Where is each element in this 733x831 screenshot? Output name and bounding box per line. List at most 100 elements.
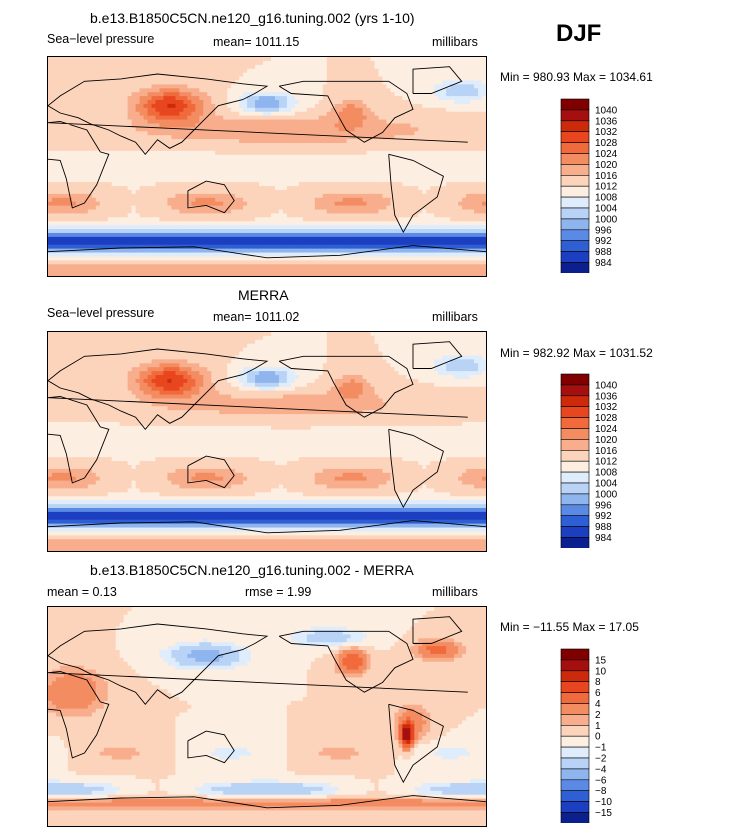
field-cell xyxy=(382,221,388,226)
field-cell xyxy=(199,232,204,238)
field-cell xyxy=(75,100,81,105)
field-cell xyxy=(195,123,200,128)
field-cell xyxy=(63,111,69,117)
field-cell xyxy=(478,150,483,156)
field-cell xyxy=(466,68,471,74)
field-cell xyxy=(175,197,180,203)
field-cell xyxy=(251,139,256,144)
field-cell xyxy=(91,103,97,109)
field-cell xyxy=(67,232,73,238)
field-cell xyxy=(175,115,180,121)
field-cell xyxy=(259,135,264,140)
field-cell xyxy=(255,193,260,199)
field-cell xyxy=(211,217,216,222)
field-cell xyxy=(143,162,149,168)
field-cell xyxy=(290,178,296,183)
field-cell xyxy=(83,64,89,70)
field-cell xyxy=(155,158,161,164)
field-cell xyxy=(71,80,77,85)
field-cell xyxy=(119,80,125,85)
field-cell xyxy=(454,135,459,140)
field-cell xyxy=(398,186,403,191)
field-cell xyxy=(478,115,483,121)
field-cell xyxy=(478,135,483,140)
field-cell xyxy=(454,107,459,113)
field-cell xyxy=(183,182,188,187)
field-cell xyxy=(302,100,308,105)
field-cell xyxy=(135,217,141,222)
field-cell xyxy=(48,139,53,144)
field-cell xyxy=(219,139,224,144)
field-cell xyxy=(211,72,216,78)
field-cell xyxy=(438,154,443,160)
field-cell xyxy=(330,143,336,148)
field-cell xyxy=(450,92,455,97)
field-cell xyxy=(350,100,356,105)
field-cell xyxy=(167,189,173,195)
field-cell xyxy=(458,100,463,105)
field-cell xyxy=(314,221,320,226)
field-cell xyxy=(286,162,292,168)
field-cell xyxy=(143,201,149,207)
field-cell xyxy=(286,174,292,179)
field-cell xyxy=(306,174,312,179)
field-cell xyxy=(382,178,388,183)
field-cell xyxy=(286,189,292,195)
field-cell xyxy=(171,143,177,148)
field-cell xyxy=(406,64,411,70)
field-cell xyxy=(438,60,443,66)
field-cell xyxy=(354,123,360,128)
field-cell xyxy=(318,139,324,144)
field-cell xyxy=(111,229,117,234)
field-cell xyxy=(51,76,57,82)
field-cell xyxy=(478,76,483,82)
field-cell xyxy=(366,201,372,207)
field-cell xyxy=(127,197,133,203)
field-cell xyxy=(462,178,467,183)
field-cell xyxy=(219,186,224,191)
field-cell xyxy=(302,209,308,215)
field-cell xyxy=(83,131,89,136)
field-cell xyxy=(79,166,85,172)
field-cell xyxy=(466,84,471,89)
field-cell xyxy=(402,103,407,109)
field-cell xyxy=(139,131,145,136)
field-cell xyxy=(362,201,368,207)
field-cell xyxy=(370,162,376,168)
field-cell xyxy=(195,209,200,215)
field-cell xyxy=(474,68,479,74)
field-cell xyxy=(350,162,356,168)
field-cell xyxy=(147,100,153,105)
field-cell xyxy=(386,158,392,164)
field-cell xyxy=(187,72,192,78)
field-cell xyxy=(267,96,272,101)
field-cell xyxy=(382,189,388,195)
field-cell xyxy=(99,143,105,148)
field-cell xyxy=(163,76,169,82)
field-cell xyxy=(482,158,486,164)
field-cell xyxy=(135,201,141,207)
field-cell xyxy=(187,143,192,148)
field-cell xyxy=(298,76,304,82)
field-cell xyxy=(171,178,177,183)
field-cell xyxy=(107,229,113,234)
field-cell xyxy=(458,92,463,97)
field-cell xyxy=(414,100,419,105)
field-cell xyxy=(259,174,264,179)
field-cell xyxy=(430,123,435,128)
field-cell xyxy=(63,123,69,128)
field-cell xyxy=(306,139,312,144)
field-cell xyxy=(247,150,252,156)
field-cell xyxy=(282,174,288,179)
field-cell xyxy=(115,158,121,164)
field-cell xyxy=(67,100,73,105)
field-cell xyxy=(322,213,328,218)
field-cell xyxy=(398,135,403,140)
field-cell xyxy=(211,64,216,70)
field-cell xyxy=(87,193,93,199)
field-cell xyxy=(366,103,372,109)
field-cell xyxy=(314,197,320,203)
field-cell xyxy=(342,115,348,121)
field-cell xyxy=(378,174,384,179)
field-cell xyxy=(458,84,463,89)
